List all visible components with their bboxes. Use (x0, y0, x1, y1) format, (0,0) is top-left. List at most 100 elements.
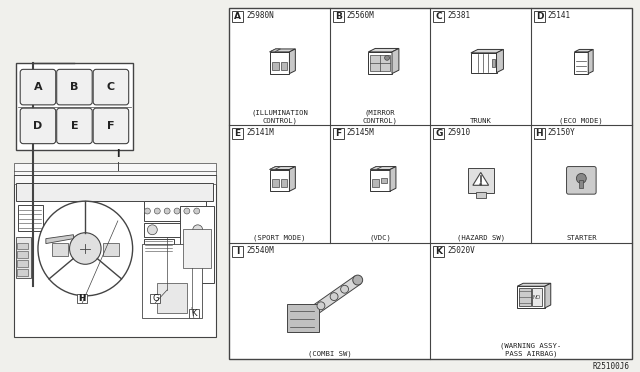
Text: C: C (107, 82, 115, 92)
Text: NO: NO (532, 295, 541, 299)
Bar (232, 246, 243, 257)
Bar (183, 229, 211, 268)
Bar (229, 8, 632, 359)
Text: D: D (33, 121, 43, 131)
Bar (433, 128, 444, 139)
Polygon shape (371, 167, 396, 170)
Text: (COMBI SW): (COMBI SW) (308, 350, 352, 357)
Circle shape (577, 173, 586, 183)
Bar (468, 167, 493, 193)
Bar (145, 201, 205, 221)
Polygon shape (471, 53, 497, 73)
Bar (18, 205, 43, 231)
Bar (77, 294, 87, 303)
Text: K: K (435, 247, 442, 256)
Text: I: I (236, 247, 239, 256)
Polygon shape (545, 283, 551, 308)
Text: E: E (70, 121, 78, 131)
Text: F: F (107, 121, 115, 131)
Bar (232, 11, 243, 22)
Text: 25141M: 25141M (246, 128, 274, 137)
Circle shape (385, 55, 390, 60)
Polygon shape (269, 167, 295, 170)
Text: G: G (152, 294, 159, 303)
Bar (17, 251, 28, 259)
Text: (WARNING ASSY-
PASS AIRBAG): (WARNING ASSY- PASS AIRBAG) (500, 343, 562, 357)
Text: D: D (536, 12, 543, 21)
Polygon shape (369, 52, 392, 74)
Text: E: E (235, 129, 241, 138)
Bar (17, 243, 28, 250)
Bar (10, 150, 225, 357)
Polygon shape (392, 48, 399, 74)
Bar (14, 163, 216, 185)
Text: R25100J6: R25100J6 (593, 362, 630, 371)
Bar (372, 179, 379, 187)
Text: 25381: 25381 (447, 11, 470, 20)
Bar (150, 294, 160, 303)
FancyBboxPatch shape (20, 69, 56, 105)
Bar (16, 63, 132, 150)
Polygon shape (369, 48, 399, 52)
Circle shape (154, 208, 160, 214)
Polygon shape (390, 167, 396, 191)
Text: TRUNK: TRUNK (470, 118, 492, 124)
Text: H: H (78, 294, 84, 303)
Text: H: H (536, 129, 543, 138)
Text: 25980N: 25980N (246, 11, 274, 20)
Bar (492, 59, 495, 67)
Bar (232, 128, 243, 139)
Polygon shape (517, 283, 551, 286)
Text: C: C (435, 12, 442, 21)
Circle shape (353, 275, 363, 285)
Circle shape (194, 208, 200, 214)
Text: I: I (116, 149, 120, 159)
Polygon shape (371, 170, 390, 191)
Bar (280, 179, 287, 187)
Bar (371, 55, 390, 71)
Text: (SPORT MODE): (SPORT MODE) (253, 235, 306, 241)
Polygon shape (269, 49, 295, 52)
Text: (VDC): (VDC) (369, 235, 391, 241)
Circle shape (317, 302, 325, 310)
Polygon shape (269, 49, 280, 52)
FancyBboxPatch shape (93, 69, 129, 105)
Polygon shape (269, 52, 289, 74)
Circle shape (480, 183, 482, 185)
Circle shape (330, 293, 338, 301)
Text: 25145M: 25145M (347, 128, 374, 137)
Polygon shape (14, 174, 216, 337)
Polygon shape (575, 49, 593, 52)
Text: 25150Y: 25150Y (548, 128, 575, 137)
Circle shape (70, 233, 101, 264)
Text: K: K (191, 309, 196, 318)
FancyBboxPatch shape (57, 108, 92, 144)
Bar (519, 288, 531, 306)
Bar (145, 239, 174, 253)
Text: (MIRROR
CONTROL): (MIRROR CONTROL) (363, 109, 397, 124)
FancyBboxPatch shape (566, 167, 596, 194)
Bar (189, 309, 198, 318)
Text: B: B (70, 82, 79, 92)
Text: (ILLUMINATION
CONTROL): (ILLUMINATION CONTROL) (251, 109, 308, 124)
Polygon shape (497, 49, 504, 73)
Bar (433, 246, 444, 257)
Text: H: H (79, 294, 86, 303)
Polygon shape (269, 167, 280, 170)
Bar (381, 179, 387, 183)
Polygon shape (588, 49, 593, 74)
Text: (HAZARD SW): (HAZARD SW) (457, 235, 505, 241)
Text: B: B (335, 12, 342, 21)
Polygon shape (517, 286, 545, 308)
Bar (333, 128, 344, 139)
Bar (271, 179, 278, 187)
Bar (17, 269, 28, 276)
Bar (287, 304, 319, 331)
FancyBboxPatch shape (57, 69, 92, 105)
Bar (433, 11, 444, 22)
Circle shape (174, 208, 180, 214)
Bar (476, 192, 486, 198)
Polygon shape (473, 173, 488, 185)
Text: 25540M: 25540M (246, 246, 274, 255)
Bar (103, 243, 119, 256)
